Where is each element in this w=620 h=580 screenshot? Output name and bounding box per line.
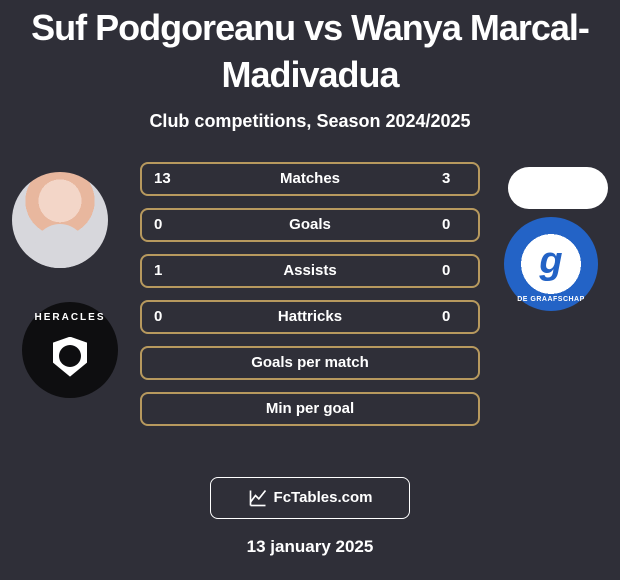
stat-right-value: 3 [442, 170, 466, 187]
stat-label: Goals [178, 216, 442, 233]
club-right-name: DE GRAAFSCHAP [517, 296, 585, 303]
player-left-photo [12, 172, 108, 268]
stat-left-value: 0 [154, 216, 178, 233]
page-title: Suf Podgoreanu vs Wanya Marcal-Madivadua [0, 0, 620, 99]
source-label: FcTables.com [274, 489, 373, 506]
stat-row: Goals per match [140, 346, 480, 380]
stat-row: 1 Assists 0 [140, 254, 480, 288]
comparison-panel: HERACLES g DE GRAAFSCHAP 13 Matches 3 0 … [0, 162, 620, 472]
stats-table: 13 Matches 3 0 Goals 0 1 Assists 0 0 Hat… [140, 162, 480, 438]
club-left-name: HERACLES [34, 312, 105, 323]
stat-row: 13 Matches 3 [140, 162, 480, 196]
stat-row: Min per goal [140, 392, 480, 426]
stat-label: Min per goal [178, 400, 442, 417]
stat-label: Assists [178, 262, 442, 279]
stat-left-value: 0 [154, 308, 178, 325]
stat-right-value: 0 [442, 308, 466, 325]
source-attribution: FcTables.com [210, 477, 410, 519]
player-right-photo [508, 167, 608, 209]
stat-right-value: 0 [442, 262, 466, 279]
shield-icon [53, 337, 87, 377]
stat-label: Hattricks [178, 308, 442, 325]
stat-row: 0 Goals 0 [140, 208, 480, 242]
snapshot-date: 13 january 2025 [0, 537, 620, 557]
stat-label: Goals per match [178, 354, 442, 371]
stat-left-value: 13 [154, 170, 178, 187]
club-left-badge: HERACLES [22, 302, 118, 398]
stat-label: Matches [178, 170, 442, 187]
stat-right-value: 0 [442, 216, 466, 233]
stat-left-value: 1 [154, 262, 178, 279]
season-subtitle: Club competitions, Season 2024/2025 [0, 111, 620, 132]
club-right-initial: g [539, 240, 562, 283]
stat-row: 0 Hattricks 0 [140, 300, 480, 334]
club-right-badge: g DE GRAAFSCHAP [504, 217, 598, 311]
chart-icon [248, 488, 268, 508]
